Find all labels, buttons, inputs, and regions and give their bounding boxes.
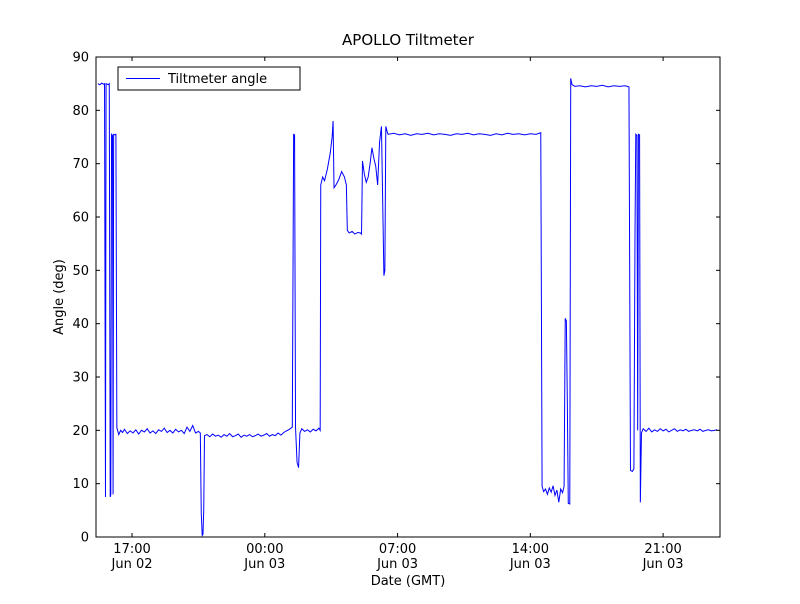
axis-ticks	[96, 56, 720, 538]
legend-label: Tiltmeter angle	[167, 72, 267, 87]
y-tick-label: 0	[81, 531, 89, 546]
y-tick-label: 90	[72, 51, 89, 66]
legend-box	[117, 66, 301, 91]
x-axis-label: Date (GMT)	[371, 574, 446, 589]
x-tick-time-label: 17:00	[113, 542, 150, 557]
data-series	[97, 78, 718, 537]
y-axis-label: Angle (deg)	[52, 259, 67, 335]
y-tick-label: 20	[72, 424, 89, 439]
x-tick-time-label: 21:00	[644, 542, 681, 557]
y-tick-label: 60	[72, 211, 89, 226]
plot-frame	[95, 56, 721, 538]
chart-title: APOLLO Tiltmeter	[342, 31, 475, 49]
x-tick-date-label: Jun 03	[376, 557, 418, 572]
x-tick-date-label: Jun 02	[111, 557, 153, 572]
y-tick-label: 80	[72, 104, 89, 119]
y-tick-label: 10	[72, 477, 89, 492]
series-line	[97, 78, 718, 537]
legend: Tiltmeter angle	[117, 66, 301, 91]
y-tick-label: 50	[72, 264, 89, 279]
x-tick-date-label: Jun 03	[243, 557, 285, 572]
y-tick-label: 30	[72, 371, 89, 386]
y-tick-label: 70	[72, 157, 89, 172]
x-tick-date-label: Jun 03	[509, 557, 551, 572]
x-tick-time-label: 00:00	[246, 542, 283, 557]
x-tick-time-label: 14:00	[512, 542, 549, 557]
x-tick-date-label: Jun 03	[642, 557, 684, 572]
y-tick-label: 40	[72, 317, 89, 332]
x-tick-time-label: 07:00	[379, 542, 416, 557]
